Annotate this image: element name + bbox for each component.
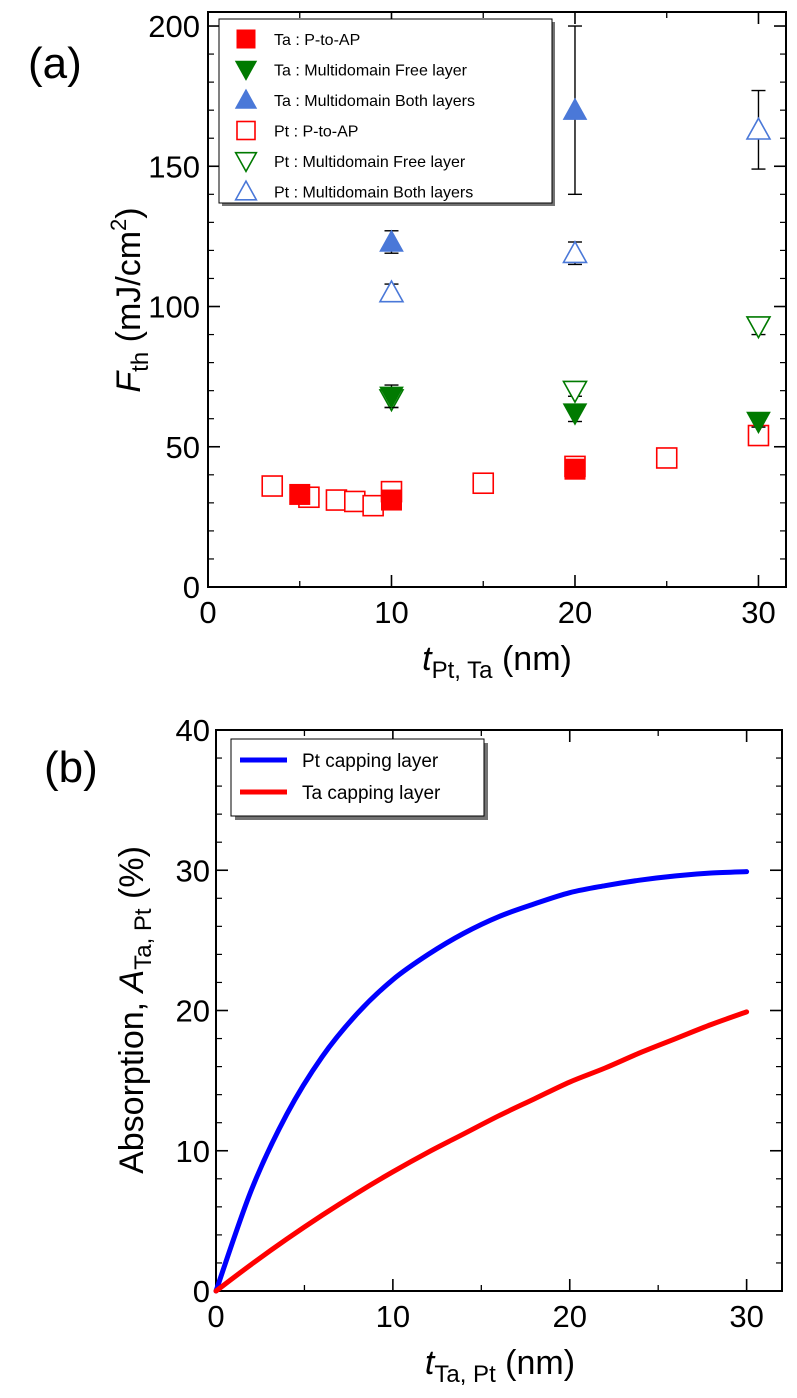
data-point <box>562 403 588 426</box>
series-5 <box>378 89 772 303</box>
y-axis-label: Absorption, ATa, Pt (%) <box>113 846 157 1174</box>
y-tick-label: 0 <box>183 570 200 605</box>
panel-label: (a) <box>28 39 82 88</box>
x-axis-label: tTa, Pt (nm) <box>425 1344 575 1388</box>
x-axis-label-sub: Pt, Ta <box>432 657 494 684</box>
legend-box <box>230 738 485 817</box>
legend-marker <box>234 151 258 173</box>
y-axis-label-unit-close: ) <box>110 207 148 218</box>
data-point <box>378 279 405 303</box>
series-3 <box>261 424 770 517</box>
data-point <box>655 447 678 469</box>
legend-marker <box>236 29 256 49</box>
y-axis-label-prefix: Absorption, <box>113 992 151 1173</box>
data-point <box>745 316 772 340</box>
legend-label: Pt : Multidomain Free layer <box>274 154 466 171</box>
x-axis-label: tPt, Ta (nm) <box>422 640 572 684</box>
series-2 <box>379 25 588 254</box>
plot-frame <box>207 11 787 588</box>
legend-label: Ta : Multidomain Both layers <box>274 93 475 110</box>
data-point <box>564 458 586 480</box>
legend-marker <box>234 88 258 109</box>
y-axis-label-unit: (%) <box>113 846 151 908</box>
data-point <box>562 240 588 264</box>
legend-marker <box>234 60 258 81</box>
y-tick-label: 200 <box>148 9 200 44</box>
y-tick-label: 0 <box>193 1274 210 1309</box>
legend-label: Pt : P-to-AP <box>274 124 358 141</box>
data-point <box>289 483 311 505</box>
x-axis-label-main: t <box>425 1344 436 1382</box>
x-axis-label-main: t <box>422 640 433 678</box>
y-tick-label: 30 <box>176 853 210 888</box>
legend-label: Pt capping layer <box>302 751 439 772</box>
data-point <box>472 472 495 495</box>
series-1 <box>379 384 771 435</box>
y-tick-label: 100 <box>148 290 200 325</box>
x-tick-label: 0 <box>207 1299 224 1334</box>
x-axis-label-unit: (nm) <box>493 640 572 678</box>
panel-label: (b) <box>44 743 98 792</box>
data-point <box>380 489 402 511</box>
x-tick-label: 20 <box>553 1299 587 1334</box>
data-point <box>745 116 772 140</box>
legend-marker <box>236 120 256 141</box>
data-point <box>362 494 384 517</box>
series-line-0 <box>213 869 750 1294</box>
y-axis-label-main: A <box>113 970 151 995</box>
series-line-1 <box>213 1009 750 1294</box>
y-tick-label: 20 <box>176 994 210 1029</box>
data-point <box>261 475 284 497</box>
x-tick-label: 20 <box>558 595 592 630</box>
x-axis-label-unit: (nm) <box>496 1344 575 1382</box>
panel-a: 0 10 20 30 0 50 100 150 200 (a) tPt, Ta (nm) Fth (m… <box>28 9 787 684</box>
data-point <box>746 411 771 435</box>
series-4 <box>378 316 772 413</box>
data-point <box>325 489 348 511</box>
legend-label: Ta capping layer <box>302 783 441 804</box>
legend-label: Ta : Multidomain Free layer <box>274 63 468 80</box>
y-axis-label-sub: th <box>127 352 154 372</box>
x-tick-label: 10 <box>376 1299 410 1334</box>
y-axis-label-sub: Ta, Pt <box>130 908 157 970</box>
y-axis-label-main: F <box>110 370 148 393</box>
y-axis-label: Fth (mJ/cm2) <box>106 207 154 392</box>
legend-marker <box>234 179 258 201</box>
x-tick-label: 30 <box>729 1299 763 1334</box>
x-axis-label-sub: Ta, Pt <box>434 1361 496 1388</box>
legend-label: Pt : Multidomain Both layers <box>274 185 473 202</box>
x-tick-label: 30 <box>741 595 775 630</box>
y-tick-label: 150 <box>148 149 200 184</box>
y-axis-label-unit: (mJ/cm <box>110 231 148 352</box>
data-point <box>343 490 366 513</box>
series-0 <box>289 458 586 511</box>
legend: Pt capping layer Ta capping layer <box>230 738 488 820</box>
data-point <box>379 229 404 252</box>
legend-label: Ta : P-to-AP <box>274 32 360 49</box>
legend: Ta : P-to-AP Ta : Multidomain Free layer T… <box>218 18 555 206</box>
data-point <box>562 97 588 120</box>
y-axis-label-unit-sup: 2 <box>106 219 131 231</box>
data-point <box>379 386 404 409</box>
y-tick-label: 40 <box>176 713 210 748</box>
legend-box <box>218 18 553 204</box>
y-tick-label: 50 <box>166 430 200 465</box>
data-point <box>562 380 588 404</box>
x-tick-label: 10 <box>374 595 408 630</box>
x-tick-label: 0 <box>199 595 216 630</box>
y-tick-label: 10 <box>176 1134 210 1169</box>
